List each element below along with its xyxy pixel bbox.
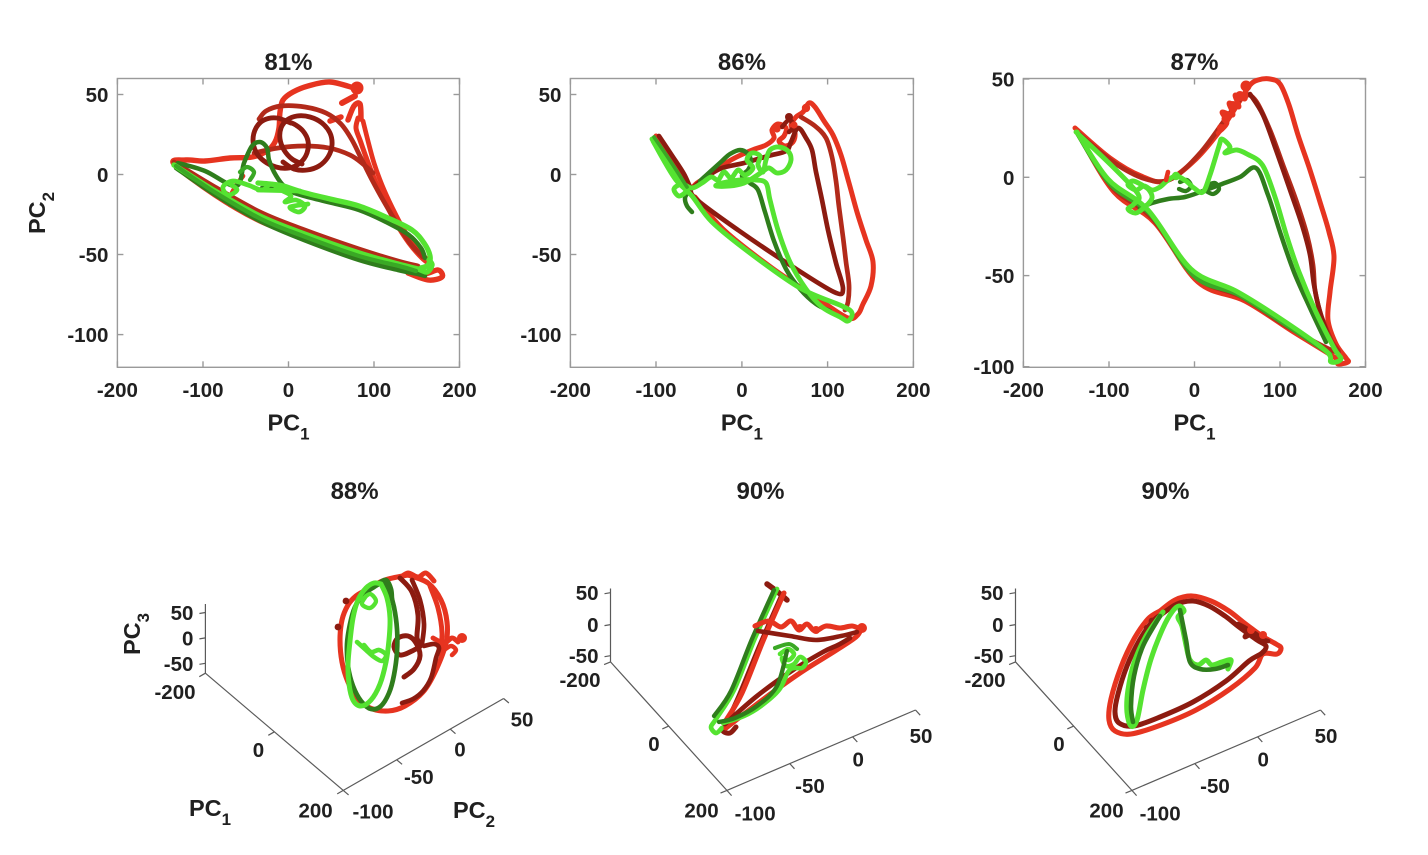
- svg-text:50: 50: [981, 582, 1004, 605]
- svg-text:-200: -200: [964, 669, 1005, 692]
- svg-text:100: 100: [1263, 379, 1297, 402]
- svg-text:0: 0: [97, 164, 108, 187]
- svg-text:-200: -200: [1003, 379, 1044, 402]
- svg-text:200: 200: [1089, 800, 1123, 823]
- svg-text:200: 200: [298, 800, 332, 823]
- svg-text:-100: -100: [520, 324, 561, 347]
- svg-text:100: 100: [810, 379, 844, 402]
- svg-text:50: 50: [910, 725, 933, 748]
- svg-text:88%: 88%: [331, 478, 379, 505]
- svg-text:50: 50: [1315, 725, 1338, 748]
- svg-text:0: 0: [253, 739, 264, 762]
- svg-text:-100: -100: [1140, 803, 1181, 826]
- svg-text:-50: -50: [985, 265, 1015, 288]
- svg-text:50: 50: [539, 84, 562, 107]
- svg-text:0: 0: [454, 739, 465, 762]
- svg-text:-100: -100: [1088, 379, 1129, 402]
- svg-text:90%: 90%: [1141, 478, 1189, 505]
- svg-text:100: 100: [357, 379, 391, 402]
- svg-text:-50: -50: [795, 775, 825, 798]
- svg-text:-50: -50: [1200, 775, 1230, 798]
- svg-text:200: 200: [684, 800, 718, 823]
- svg-text:-50: -50: [404, 766, 434, 789]
- svg-text:-50: -50: [974, 645, 1004, 668]
- svg-text:0: 0: [182, 627, 193, 650]
- svg-text:0: 0: [1053, 733, 1064, 756]
- svg-text:0: 0: [736, 379, 747, 402]
- svg-text:-200: -200: [559, 669, 600, 692]
- svg-text:0: 0: [1189, 379, 1200, 402]
- svg-text:86%: 86%: [718, 49, 766, 76]
- svg-text:-200: -200: [154, 681, 195, 704]
- svg-text:50: 50: [171, 602, 194, 625]
- svg-text:50: 50: [511, 709, 534, 732]
- svg-text:-50: -50: [569, 645, 599, 668]
- svg-text:-50: -50: [79, 244, 109, 267]
- svg-text:0: 0: [1003, 167, 1014, 190]
- svg-text:-100: -100: [973, 356, 1014, 379]
- svg-text:-50: -50: [164, 653, 194, 676]
- svg-text:50: 50: [576, 582, 599, 605]
- svg-text:-200: -200: [550, 379, 591, 402]
- svg-text:-100: -100: [735, 803, 776, 826]
- svg-text:-100: -100: [352, 801, 393, 824]
- svg-text:0: 0: [648, 733, 659, 756]
- svg-text:0: 0: [587, 614, 598, 637]
- svg-text:200: 200: [442, 379, 476, 402]
- svg-text:-100: -100: [635, 379, 676, 402]
- svg-text:-50: -50: [532, 244, 562, 267]
- svg-text:0: 0: [852, 749, 863, 772]
- svg-text:200: 200: [896, 379, 930, 402]
- svg-text:81%: 81%: [264, 49, 312, 76]
- svg-text:50: 50: [86, 84, 109, 107]
- svg-text:200: 200: [1348, 379, 1382, 402]
- svg-text:-100: -100: [182, 379, 223, 402]
- svg-text:0: 0: [283, 379, 294, 402]
- svg-text:50: 50: [992, 69, 1015, 92]
- svg-text:-100: -100: [67, 324, 108, 347]
- svg-text:0: 0: [550, 164, 561, 187]
- svg-text:0: 0: [992, 614, 1003, 637]
- svg-text:-200: -200: [97, 379, 138, 402]
- svg-text:0: 0: [1257, 749, 1268, 772]
- svg-text:87%: 87%: [1170, 49, 1218, 76]
- svg-text:90%: 90%: [736, 478, 784, 505]
